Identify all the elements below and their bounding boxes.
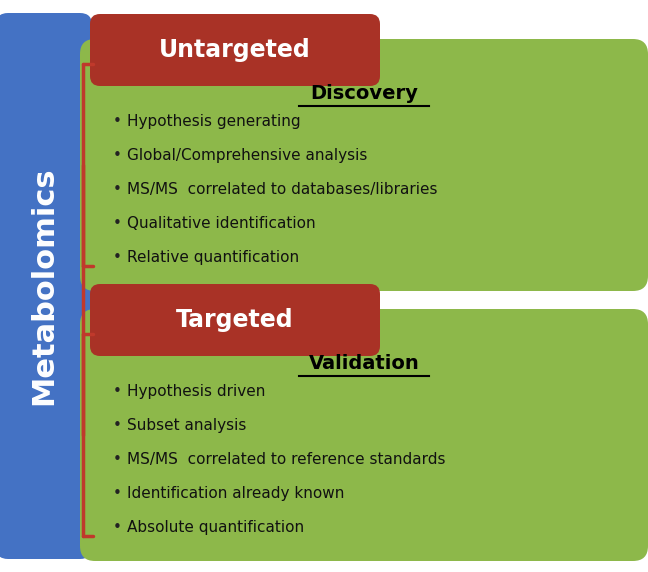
Text: Global/Comprehensive analysis: Global/Comprehensive analysis bbox=[127, 148, 367, 163]
FancyBboxPatch shape bbox=[80, 309, 648, 561]
Text: Targeted: Targeted bbox=[176, 308, 294, 332]
Text: •: • bbox=[113, 250, 121, 265]
FancyBboxPatch shape bbox=[0, 13, 92, 559]
Text: •: • bbox=[113, 182, 121, 197]
Text: •: • bbox=[113, 418, 121, 433]
Text: Identification already known: Identification already known bbox=[127, 486, 344, 501]
Text: MS/MS  correlated to reference standards: MS/MS correlated to reference standards bbox=[127, 452, 446, 467]
Text: Validation: Validation bbox=[308, 354, 419, 373]
Text: Qualitative identification: Qualitative identification bbox=[127, 216, 316, 231]
Text: •: • bbox=[113, 114, 121, 129]
Text: •: • bbox=[113, 486, 121, 501]
Text: Hypothesis driven: Hypothesis driven bbox=[127, 384, 266, 399]
Text: MS/MS  correlated to databases/libraries: MS/MS correlated to databases/libraries bbox=[127, 182, 437, 197]
Text: Untargeted: Untargeted bbox=[159, 38, 311, 62]
Text: Subset analysis: Subset analysis bbox=[127, 418, 246, 433]
FancyBboxPatch shape bbox=[90, 14, 380, 86]
Text: •: • bbox=[113, 148, 121, 163]
Text: Relative quantification: Relative quantification bbox=[127, 250, 299, 265]
Text: Metabolomics: Metabolomics bbox=[30, 166, 58, 406]
Text: Absolute quantification: Absolute quantification bbox=[127, 520, 304, 535]
Text: •: • bbox=[113, 520, 121, 535]
Text: •: • bbox=[113, 452, 121, 467]
FancyBboxPatch shape bbox=[90, 284, 380, 356]
Text: •: • bbox=[113, 216, 121, 231]
Text: Discovery: Discovery bbox=[310, 84, 418, 103]
Text: Hypothesis generating: Hypothesis generating bbox=[127, 114, 301, 129]
FancyBboxPatch shape bbox=[80, 39, 648, 291]
Text: •: • bbox=[113, 384, 121, 399]
